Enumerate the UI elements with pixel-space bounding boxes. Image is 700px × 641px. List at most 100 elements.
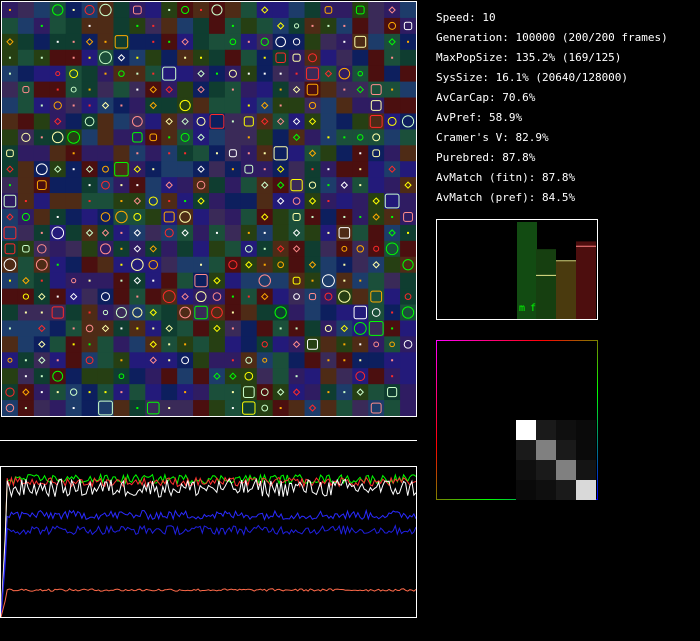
grid-cell[interactable] [304,129,321,146]
grid-cell[interactable] [320,2,337,19]
grid-cell[interactable] [336,368,353,385]
grid-cell[interactable] [304,256,321,274]
grid-cell[interactable] [65,81,83,99]
grid-cell[interactable] [2,352,19,369]
grid-cell[interactable] [113,129,130,146]
grid-cell[interactable] [97,304,114,321]
grid-cell[interactable] [161,17,178,35]
grid-cell[interactable] [2,193,19,210]
grid-cell[interactable] [65,272,83,290]
grid-cell[interactable] [17,65,35,83]
grid-cell[interactable] [193,336,210,353]
grid-cell[interactable] [145,49,162,67]
grid-cell[interactable] [240,81,258,99]
grid-cell[interactable] [209,97,226,114]
grid-cell[interactable] [224,193,242,210]
grid-cell[interactable] [193,304,210,321]
grid-cell[interactable] [2,400,19,416]
grid-cell[interactable] [193,65,210,83]
grid-cell[interactable] [209,177,226,194]
grid-cell[interactable] [97,113,114,130]
grid-cell[interactable] [193,33,210,51]
grid-cell[interactable] [272,2,290,19]
grid-cell[interactable] [320,304,337,321]
grid-cell[interactable] [193,161,210,178]
grid-cell[interactable] [272,177,290,194]
grid-cell[interactable] [209,240,226,258]
grid-cell[interactable] [97,177,114,194]
simulation-grid[interactable] [1,1,417,417]
grid-cell[interactable] [145,129,162,146]
grid-cell[interactable] [288,2,306,19]
grid-cell[interactable] [384,288,401,306]
grid-cell[interactable] [224,2,242,19]
grid-cell[interactable] [33,400,51,416]
grid-cell[interactable] [336,2,353,19]
grid-cell[interactable] [17,256,35,274]
grid-cell[interactable] [224,129,242,146]
grid-cell[interactable] [97,320,114,337]
grid-cell[interactable] [97,224,114,242]
grid-cell[interactable] [320,97,337,114]
grid-cell[interactable] [320,49,337,67]
grid-cell[interactable] [352,193,369,210]
grid-cell[interactable] [2,209,19,226]
grid-cell[interactable] [384,256,401,274]
grid-cell[interactable] [240,320,258,337]
grid-cell[interactable] [384,2,401,19]
grid-cell[interactable] [81,256,99,274]
grid-cell[interactable] [193,320,210,337]
grid-cell[interactable] [2,145,19,162]
grid-cell[interactable] [177,161,194,178]
grid-cell[interactable] [17,33,35,51]
grid-cell[interactable] [209,336,226,353]
grid-cell[interactable] [288,81,306,99]
grid-cell[interactable] [193,224,210,242]
grid-cell[interactable] [161,49,178,67]
grid-cell[interactable] [193,209,210,226]
grid-cell[interactable] [352,368,369,385]
grid-cell[interactable] [304,65,321,83]
grid-cell[interactable] [304,288,321,306]
grid-cell[interactable] [129,193,146,210]
grid-cell[interactable] [193,368,210,385]
grid-cell[interactable] [256,33,274,51]
grid-cell[interactable] [272,17,290,35]
grid-cell[interactable] [113,161,130,178]
grid-cell[interactable] [320,320,337,337]
grid-cell[interactable] [400,145,416,162]
grid-cell[interactable] [320,33,337,51]
grid-cell[interactable] [224,368,242,385]
grid-cell[interactable] [193,177,210,194]
grid-cell[interactable] [17,336,35,353]
grid-cell[interactable] [161,320,178,337]
grid-cell[interactable] [145,240,162,258]
grid-cell[interactable] [240,177,258,194]
grid-cell[interactable] [304,368,321,385]
grid-cell[interactable] [161,81,178,99]
grid-cell[interactable] [145,193,162,210]
grid-cell[interactable] [177,33,194,51]
grid-cell[interactable] [368,17,385,35]
grid-cell[interactable] [384,65,401,83]
grid-cell[interactable] [272,145,290,162]
grid-cell[interactable] [209,288,226,306]
grid-cell[interactable] [145,288,162,306]
grid-cell[interactable] [320,368,337,385]
grid-cell[interactable] [240,193,258,210]
grid-cell[interactable] [320,336,337,353]
grid-cell[interactable] [33,336,51,353]
grid-cell[interactable] [81,129,99,146]
grid-cell[interactable] [129,2,146,19]
grid-cell[interactable] [33,81,51,99]
grid-cell[interactable] [129,336,146,353]
grid-cell[interactable] [352,129,369,146]
grid-cell[interactable] [33,65,51,83]
grid-cell[interactable] [49,145,67,162]
grid-cell[interactable] [209,384,226,401]
grid-cell[interactable] [352,65,369,83]
grid-cell[interactable] [2,161,19,178]
grid-cell[interactable] [384,336,401,353]
grid-cell[interactable] [240,113,258,130]
grid-cell[interactable] [368,256,385,274]
